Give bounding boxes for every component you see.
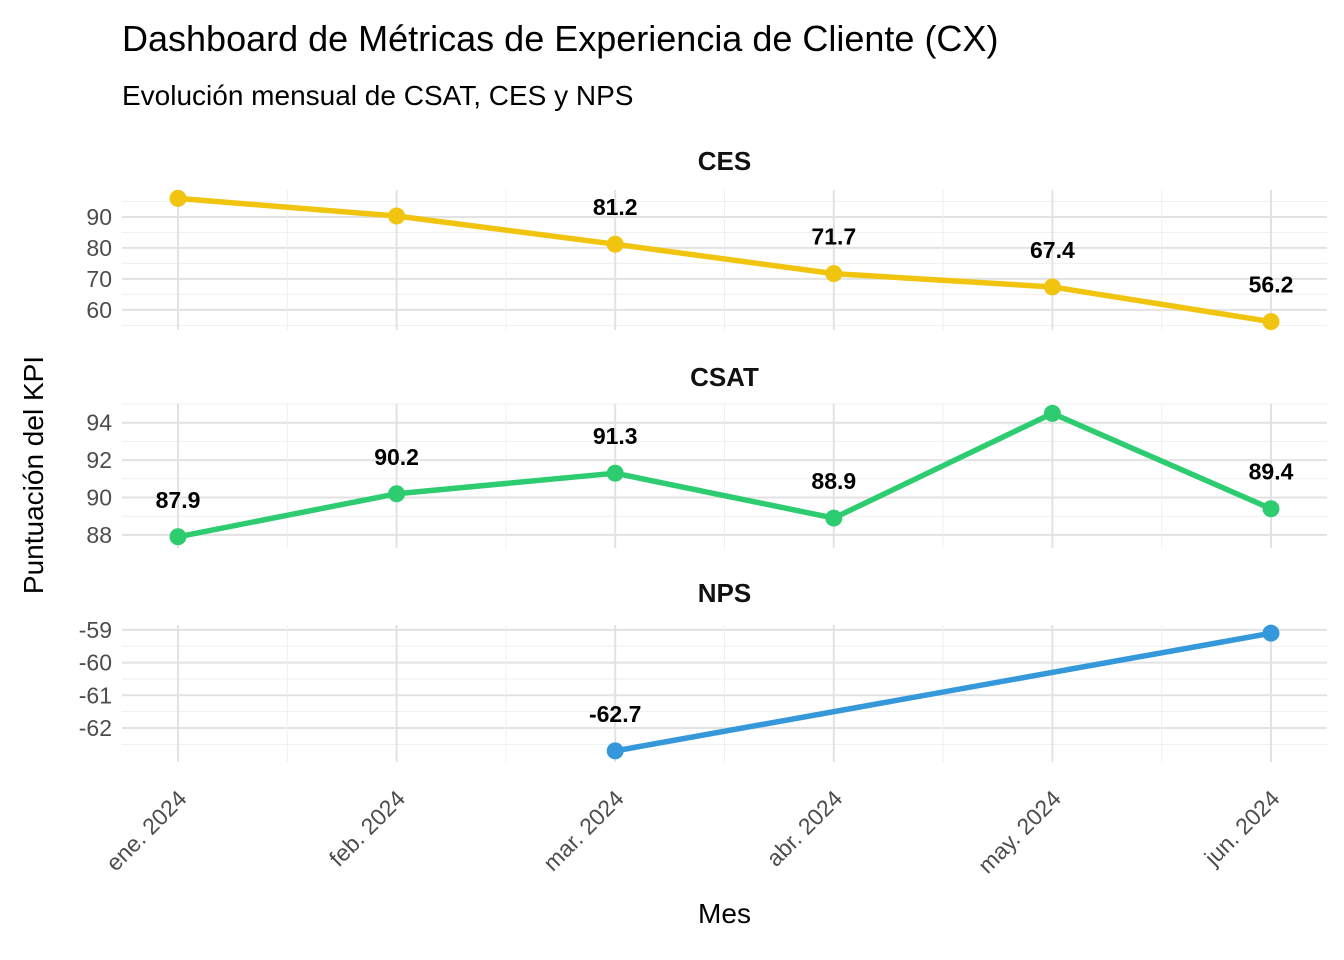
x-tick-label: jun. 2024 xyxy=(1199,785,1285,871)
y-tick-label: -60 xyxy=(79,650,112,676)
data-point-ces xyxy=(169,189,187,207)
x-tick-label: abr. 2024 xyxy=(761,785,847,871)
y-tick-label: 90 xyxy=(86,485,112,511)
facet-strip-csat: CSAT xyxy=(690,362,759,392)
x-tick-label: feb. 2024 xyxy=(324,785,410,871)
x-tick-label: ene. 2024 xyxy=(101,785,192,876)
x-axis-title: Mes xyxy=(698,898,751,929)
series-line-csat xyxy=(175,410,1274,540)
data-point-ces xyxy=(1043,278,1061,296)
point-label: 89.4 xyxy=(1249,459,1294,485)
x-tick-label: may. 2024 xyxy=(973,785,1066,878)
chart-subtitle: Evolución mensual de CSAT, CES y NPS xyxy=(122,80,634,111)
series-line-ces xyxy=(175,195,1274,325)
data-point-csat xyxy=(606,464,624,482)
point-label: 88.9 xyxy=(811,468,856,494)
data-point-csat xyxy=(1262,500,1280,518)
data-point-csat xyxy=(1043,404,1061,422)
y-tick-label: 94 xyxy=(86,410,112,436)
x-tick-label: mar. 2024 xyxy=(538,785,629,876)
point-label: 87.9 xyxy=(156,487,201,513)
data-point-csat xyxy=(388,485,406,503)
data-point-ces xyxy=(606,235,624,253)
y-tick-label: 70 xyxy=(86,266,112,292)
y-tick-label: 90 xyxy=(86,204,112,230)
y-tick-label: 88 xyxy=(86,522,112,548)
data-point-csat xyxy=(825,509,843,527)
y-tick-label: -59 xyxy=(79,617,112,643)
y-axis-title: Puntuación del KPI xyxy=(18,355,49,595)
point-label: 56.2 xyxy=(1249,272,1294,298)
y-tick-label: 80 xyxy=(86,235,112,261)
data-point-ces xyxy=(825,265,843,283)
data-point-ces xyxy=(1262,313,1280,331)
point-label: 67.4 xyxy=(1030,237,1075,263)
point-label: -62.7 xyxy=(589,701,641,727)
point-label: 71.7 xyxy=(811,224,856,250)
y-tick-label: -62 xyxy=(79,715,112,741)
data-point-ces xyxy=(388,207,406,225)
y-tick-label: 60 xyxy=(86,297,112,323)
facet-strip-nps: NPS xyxy=(697,578,752,608)
y-tick-label: -61 xyxy=(79,682,112,708)
data-point-csat xyxy=(169,528,187,546)
series-line-nps xyxy=(612,630,1274,754)
chart-title: Dashboard de Métricas de Experiencia de … xyxy=(122,18,999,59)
data-point-nps xyxy=(606,742,624,760)
point-label: 81.2 xyxy=(593,194,638,220)
point-label: 91.3 xyxy=(593,423,638,449)
facet-strip-ces: CES xyxy=(697,146,752,176)
point-label: 90.2 xyxy=(374,444,419,470)
y-tick-label: 92 xyxy=(86,447,112,473)
data-point-nps xyxy=(1262,624,1280,642)
